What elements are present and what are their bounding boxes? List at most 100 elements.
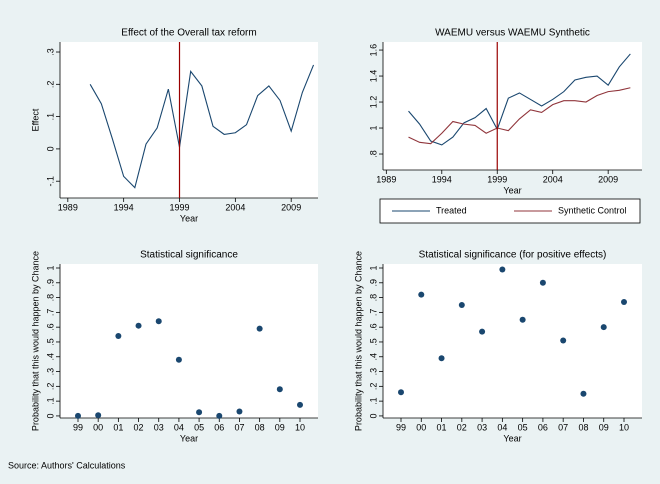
x-tick-label: 1989 bbox=[376, 174, 396, 184]
y-tick-label: .5 bbox=[45, 338, 55, 346]
x-tick-label: 1994 bbox=[432, 174, 452, 184]
x-tick-label: 10 bbox=[619, 422, 629, 432]
y-tick-label: 1.4 bbox=[368, 70, 378, 83]
x-axis-label: Year bbox=[180, 433, 198, 443]
x-tick-label: 10 bbox=[295, 422, 305, 432]
y-tick-label: .1 bbox=[45, 113, 55, 121]
chart-title: WAEMU versus WAEMU Synthetic bbox=[435, 28, 590, 39]
x-tick-label: 04 bbox=[174, 422, 184, 432]
plot-area bbox=[383, 264, 642, 418]
x-tick-label: 09 bbox=[599, 422, 609, 432]
x-tick-label: 2004 bbox=[225, 202, 245, 212]
data-point bbox=[560, 337, 567, 344]
chart-title: Statistical significance bbox=[140, 250, 238, 261]
y-tick-label: .3 bbox=[45, 368, 55, 376]
data-point bbox=[297, 401, 303, 408]
chart-title: Statistical significance (for positive e… bbox=[419, 250, 607, 261]
x-tick-label: 04 bbox=[497, 422, 507, 432]
y-tick-label: .8 bbox=[368, 294, 378, 302]
data-point bbox=[479, 328, 486, 335]
x-tick-label: 02 bbox=[457, 422, 467, 432]
x-axis-label: Year bbox=[503, 433, 521, 443]
data-point bbox=[398, 389, 404, 396]
legend-label: Treated bbox=[436, 205, 467, 215]
y-tick-label: 1 bbox=[368, 265, 378, 270]
x-tick-label: 08 bbox=[578, 422, 588, 432]
y-tick-label: .6 bbox=[45, 323, 55, 331]
data-point bbox=[95, 412, 102, 419]
data-point bbox=[539, 279, 546, 286]
x-tick-label: 99 bbox=[73, 422, 83, 432]
x-tick-label: 07 bbox=[558, 422, 568, 432]
y-axis-label: Probability that this would happen by Ch… bbox=[353, 251, 363, 431]
data-point bbox=[600, 324, 607, 331]
x-tick-label: 02 bbox=[134, 422, 144, 432]
data-point bbox=[276, 386, 283, 393]
y-tick-label: .8 bbox=[45, 294, 55, 302]
y-tick-label: .8 bbox=[368, 150, 378, 158]
y-tick-label: .3 bbox=[368, 368, 378, 376]
x-axis-label: Year bbox=[503, 185, 521, 195]
x-tick-label: 03 bbox=[154, 422, 164, 432]
source-note: Source: Authors' Calculations bbox=[8, 460, 126, 470]
x-tick-label: 09 bbox=[275, 422, 285, 432]
y-tick-label: .7 bbox=[45, 309, 55, 317]
data-point bbox=[256, 325, 263, 332]
y-tick-label: 1 bbox=[45, 265, 55, 270]
x-tick-label: 99 bbox=[396, 422, 406, 432]
data-point bbox=[458, 301, 465, 308]
y-tick-label: .2 bbox=[45, 81, 55, 89]
data-point bbox=[621, 299, 627, 306]
plot-area bbox=[60, 42, 318, 198]
y-tick-label: .2 bbox=[45, 383, 55, 391]
x-tick-label: 07 bbox=[234, 422, 244, 432]
plot-area bbox=[60, 264, 318, 418]
x-tick-label: 06 bbox=[538, 422, 548, 432]
data-point bbox=[135, 322, 142, 329]
data-point bbox=[519, 316, 526, 323]
data-point bbox=[155, 318, 162, 325]
y-tick-label: .1 bbox=[368, 397, 378, 405]
series-line bbox=[408, 87, 631, 145]
legend-label: Synthetic Control bbox=[558, 205, 627, 215]
y-tick-label: .3 bbox=[45, 48, 55, 56]
x-tick-label: 01 bbox=[437, 422, 447, 432]
x-tick-label: 01 bbox=[113, 422, 123, 432]
series-line bbox=[408, 53, 631, 146]
plot-area bbox=[383, 42, 642, 170]
data-point bbox=[418, 291, 425, 298]
y-tick-label: .4 bbox=[45, 353, 55, 361]
x-tick-label: 2009 bbox=[281, 202, 301, 212]
y-tick-label: 0 bbox=[45, 146, 55, 151]
x-tick-label: 2009 bbox=[598, 174, 618, 184]
y-tick-label: 1.6 bbox=[368, 44, 378, 57]
data-point bbox=[438, 355, 445, 362]
data-point bbox=[196, 409, 203, 416]
y-axis-label: Effect bbox=[30, 108, 40, 131]
y-axis-label: Probability that this would happen by Ch… bbox=[30, 251, 40, 431]
x-tick-label: 00 bbox=[93, 422, 103, 432]
y-tick-label: .2 bbox=[368, 383, 378, 391]
y-tick-label: .4 bbox=[368, 353, 378, 361]
chart-title: Effect of the Overall tax reform bbox=[121, 28, 256, 39]
x-tick-label: 03 bbox=[477, 422, 487, 432]
y-tick-label: 1 bbox=[368, 126, 378, 131]
x-tick-label: 05 bbox=[194, 422, 204, 432]
x-tick-label: 1989 bbox=[58, 202, 78, 212]
y-tick-label: 0 bbox=[368, 413, 378, 418]
y-tick-label: .1 bbox=[45, 397, 55, 405]
y-tick-label: .9 bbox=[368, 279, 378, 287]
data-point bbox=[216, 412, 223, 419]
y-tick-label: 1.2 bbox=[368, 96, 378, 109]
series-line bbox=[89, 64, 315, 189]
x-tick-label: 1999 bbox=[169, 202, 189, 212]
y-tick-label: .5 bbox=[368, 338, 378, 346]
data-point bbox=[236, 408, 243, 415]
x-tick-label: 00 bbox=[416, 422, 426, 432]
x-tick-label: 05 bbox=[518, 422, 528, 432]
x-tick-label: 08 bbox=[255, 422, 265, 432]
data-point bbox=[75, 412, 81, 419]
y-tick-label: 0 bbox=[45, 413, 55, 418]
x-tick-label: 2004 bbox=[543, 174, 563, 184]
